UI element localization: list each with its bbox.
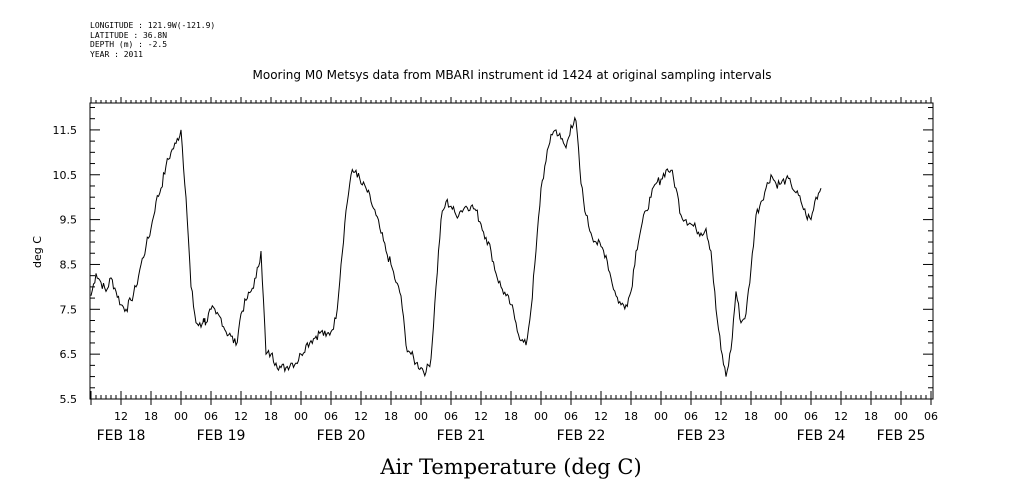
x-tick-label: 06 [684, 410, 698, 423]
x-tick-label: 18 [144, 410, 158, 423]
y-tick-label: 6.5 [60, 348, 78, 361]
x-tick-label: 00 [174, 410, 188, 423]
x-tick-label: 06 [324, 410, 338, 423]
y-tick-label: 9.5 [60, 214, 78, 227]
depth-text: DEPTH (m) : -2.5 [90, 40, 168, 49]
x-tick-label: 18 [744, 410, 758, 423]
date-label: FEB 25 [877, 428, 926, 444]
chart-title: Mooring M0 Metsys data from MBARI instru… [252, 68, 772, 82]
x-tick-label: 18 [624, 410, 638, 423]
x-tick-label: 00 [534, 410, 548, 423]
x-tick-label: 18 [384, 410, 398, 423]
x-tick-labels: 12 18 00 06 12 18 00 06 12 18 00 06 12 18 00 06 12 18 00 06… [114, 410, 938, 423]
series-line [90, 116, 822, 378]
x-tick-label: 18 [264, 410, 278, 423]
x-axis-label: Air Temperature (deg C) [379, 455, 641, 479]
x-tick-label: 06 [444, 410, 458, 423]
y-tick-label: 7.5 [60, 303, 78, 316]
date-label: FEB 19 [197, 428, 246, 444]
y-tick-label: 10.5 [53, 169, 78, 182]
y-tick-label: 8.5 [60, 258, 78, 271]
x-tick-label: 00 [774, 410, 788, 423]
date-labels: FEB 18 FEB 19 FEB 20 FEB 21 FEB 22 FEB 23 FEB … [97, 428, 926, 444]
year-text: YEAR : 2011 [90, 49, 143, 59]
x-tick-label: 12 [474, 410, 488, 423]
x-tick-label: 00 [294, 410, 308, 423]
x-tick-label: 06 [204, 410, 218, 423]
date-label: FEB 20 [317, 428, 366, 444]
date-label: FEB 22 [557, 428, 606, 444]
x-tick-label: 00 [894, 410, 908, 423]
longitude-text: LONGITUDE : 121.9W(-121.9) [90, 21, 216, 30]
plot-frame [89, 102, 934, 400]
x-tick-label: 18 [504, 410, 518, 423]
metadata-block: LONGITUDE : 121.9W(-121.9) LATITUDE : 36… [90, 21, 215, 59]
x-tick-label: 12 [594, 410, 608, 423]
date-label: FEB 24 [797, 428, 846, 444]
x-tick-label: 12 [834, 410, 848, 423]
y-tick-label: 11.5 [53, 124, 78, 137]
date-label: FEB 23 [677, 428, 726, 444]
x-tick-label: 12 [114, 410, 128, 423]
x-tick-label: 12 [714, 410, 728, 423]
x-tick-label: 00 [414, 410, 428, 423]
x-tick-label: 12 [234, 410, 248, 423]
x-tick-label: 06 [804, 410, 818, 423]
x-tick-label: 18 [864, 410, 878, 423]
x-tick-label: 12 [354, 410, 368, 423]
x-tick-label: 06 [924, 410, 938, 423]
x-tick-label: 06 [564, 410, 578, 423]
x-tick-label: 00 [654, 410, 668, 423]
y-tick-label: 5.5 [60, 393, 78, 406]
axis-ticks [90, 97, 933, 405]
latitude-text: LATITUDE : 36.8N [90, 30, 168, 40]
y-axis-label: deg C [31, 236, 44, 268]
y-tick-labels: 5.5 6.5 7.5 8.5 9.5 10.5 11.5 [53, 124, 78, 406]
date-label: FEB 21 [437, 428, 486, 444]
date-label: FEB 18 [97, 428, 146, 444]
